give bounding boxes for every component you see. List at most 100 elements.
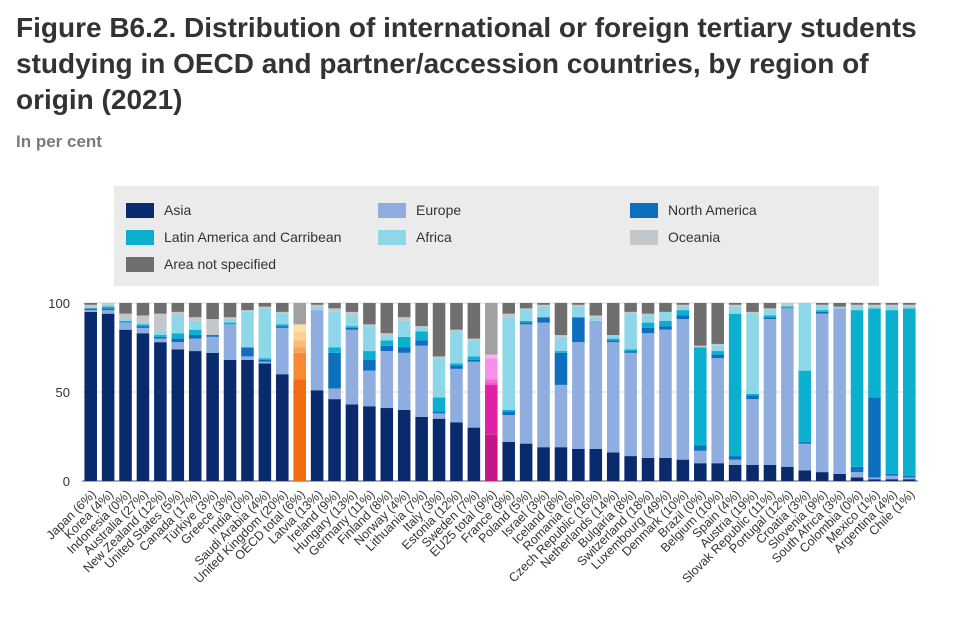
bar-saudi-arabia-4-latin-america-and-carribean — [258, 358, 272, 360]
bar-denmark-10-north-america — [676, 315, 690, 320]
bar-eu25-total-9-europe — [485, 384, 498, 435]
bar-chile-1-africa — [903, 306, 916, 309]
bar-poland-5-africa — [519, 310, 533, 321]
bar-australia-27-europe — [136, 327, 150, 334]
bar-united-states-5-latin-america-and-carribean — [171, 333, 185, 339]
bar-india-0-europe — [241, 356, 254, 360]
bar-slovak-republic-11-asia — [763, 464, 777, 481]
bar-indonesia-0-latin-america-and-carribean — [119, 320, 132, 323]
bar-austria-19-oceania — [746, 311, 759, 314]
legend-label-oceania: Oceania — [668, 229, 721, 245]
bar-czech-republic-16-asia — [589, 448, 603, 481]
bar-switzerland-18-area-not-specified — [641, 303, 655, 314]
bar-ireland-9-oceania — [328, 308, 341, 312]
bar-eu25-total-9-north-america — [485, 383, 498, 385]
bar-india-0-north-america — [241, 347, 254, 357]
bar-t-rkiye-3-north-america — [206, 335, 219, 337]
legend-swatch-area-not-specified — [126, 256, 154, 272]
bar-iceland-8-europe — [554, 384, 568, 448]
bar-romania-6-asia — [572, 448, 585, 481]
bar-t-rkiye-3-europe — [206, 336, 219, 353]
bar-norway-4-north-america — [397, 347, 411, 353]
bar-hungary-13-asia — [345, 404, 359, 481]
bar-chile-1-area-not-specified — [903, 303, 916, 305]
bar-netherlands-14-latin-america-and-carribean — [606, 338, 620, 341]
bar-t-rkiye-3-asia — [206, 352, 219, 481]
bar-italy-3-europe — [432, 413, 446, 419]
bar-bulgaria-8-latin-america-and-carribean — [624, 349, 637, 352]
bar-netherlands-14-africa — [606, 335, 620, 339]
bar-ireland-9-latin-america-and-carribean — [328, 347, 341, 353]
bar-slovak-republic-11-africa — [763, 310, 777, 316]
legend-item-oceania: Oceania — [630, 229, 720, 245]
bar-new-zealand-12-oceania — [154, 313, 167, 332]
bar-austria-19-north-america — [746, 395, 759, 400]
bar-latvia-13-area-not-specified — [310, 303, 324, 305]
bar-united-states-5-africa — [171, 315, 185, 334]
bar-indonesia-0-area-not-specified — [119, 303, 132, 314]
bar-poland-5-area-not-specified — [519, 303, 533, 309]
bar-bulgaria-8-europe — [624, 352, 637, 457]
bar-t-rkiye-3-oceania — [206, 319, 219, 336]
bar-croatia-3-europe — [798, 443, 812, 471]
bar-australia-27-area-not-specified — [136, 303, 150, 316]
bar-united-states-5-area-not-specified — [171, 303, 185, 312]
bar-austria-19-africa — [746, 313, 759, 394]
bar-romania-6-oceania — [572, 304, 585, 307]
bar-finland-8-africa — [380, 335, 394, 341]
bar-estonia-12-north-america — [450, 365, 463, 369]
bar-belgium-10-asia — [711, 463, 724, 481]
bar-united-kingdom-20-north-america — [276, 326, 289, 328]
bar-france-9-africa — [502, 317, 515, 410]
bar-belgium-10-africa — [711, 345, 724, 352]
bar-france-9-north-america — [502, 411, 515, 416]
bar-belgium-10-europe — [711, 358, 724, 464]
bar-czech-republic-16-africa — [589, 317, 603, 321]
bar-colombia-0-asia — [850, 477, 864, 481]
bar-slovenia-9-europe — [815, 313, 829, 473]
bar-australia-27-africa — [136, 322, 150, 325]
bar-lithuania-7-north-america — [415, 340, 428, 346]
bar-united-states-5-north-america — [171, 338, 185, 343]
bar-switzerland-18-asia — [641, 457, 655, 481]
bar-slovak-republic-11-europe — [763, 319, 777, 465]
bar-portugal-12-africa — [781, 304, 794, 307]
bar-korea-4-europe — [101, 310, 115, 314]
bar-colombia-0-north-america — [850, 466, 864, 473]
bar-korea-4-north-america — [101, 308, 115, 311]
bar-mexico-1-north-america — [868, 397, 881, 478]
bar-spain-4-asia — [728, 464, 742, 481]
bar-australia-27-asia — [136, 333, 150, 481]
legend: Asia Europe North America Latin America … — [114, 186, 879, 286]
bar-portugal-12-europe — [781, 308, 794, 467]
bar-japan-6-area-not-specified — [84, 303, 97, 305]
bar-lithuania-7-europe — [415, 345, 428, 417]
bar-estonia-12-asia — [450, 422, 463, 481]
bar-germany-11-latin-america-and-carribean — [363, 351, 376, 360]
bar-korea-4-africa — [101, 304, 115, 307]
bar-switzerland-18-north-america — [641, 327, 655, 334]
bar-italy-3-latin-america-and-carribean — [432, 397, 446, 412]
bar-japan-6-oceania — [84, 304, 97, 307]
bar-indonesia-0-africa — [119, 319, 132, 321]
bar-united-kingdom-20-area-not-specified — [276, 303, 289, 312]
bar-eu25-total-9-area-not-specified — [485, 303, 498, 355]
bar-oecd-total-6-oceania — [293, 324, 306, 332]
bar-belgium-10-oceania — [711, 343, 724, 346]
bar-canada-17-area-not-specified — [188, 303, 202, 318]
bar-portugal-12-oceania — [781, 303, 794, 305]
bar-israel-3-africa — [537, 306, 550, 318]
bar-hungary-13-latin-america-and-carribean — [345, 326, 359, 328]
bar-brazil-0-north-america — [694, 445, 707, 451]
bar-luxembourg-49-asia — [659, 457, 672, 481]
chart-subtitle: In per cent — [16, 132, 102, 151]
bar-sweden-7-oceania — [467, 338, 481, 341]
bar-united-kingdom-20-europe — [276, 327, 289, 375]
bar-indonesia-0-asia — [119, 329, 132, 481]
bar-italy-3-area-not-specified — [432, 303, 446, 357]
bar-luxembourg-49-area-not-specified — [659, 303, 672, 312]
y-tick-label-50: 50 — [56, 385, 70, 400]
bar-korea-4-oceania — [101, 303, 115, 305]
bar-finland-8-asia — [380, 408, 394, 481]
bar-germany-11-north-america — [363, 359, 376, 371]
